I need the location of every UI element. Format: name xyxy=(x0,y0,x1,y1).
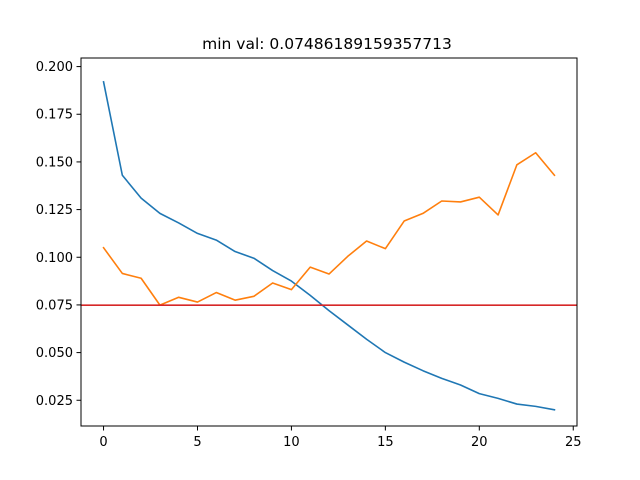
x-tick-label: 25 xyxy=(565,435,582,450)
x-tick-label: 20 xyxy=(471,435,488,450)
axes-frame xyxy=(80,57,578,427)
y-tick-label: 0.200 xyxy=(36,60,73,75)
chart-title: min val: 0.07486189159357713 xyxy=(202,35,452,53)
plot-area: 0 5 10 15 20 25 0.025 0.050 0.075 0.100 0.125 0.150… xyxy=(36,57,582,450)
y-tick-label: 0.175 xyxy=(36,108,73,123)
x-tick-label: 0 xyxy=(99,435,107,450)
x-tick-label: 10 xyxy=(283,435,300,450)
series-line-1 xyxy=(102,80,556,411)
y-tick-label: 0.150 xyxy=(36,155,73,170)
y-tick-label: 0.075 xyxy=(36,298,73,313)
x-tick-label: 15 xyxy=(377,435,394,450)
y-tick-label: 0.100 xyxy=(36,251,73,266)
y-tick-label: 0.050 xyxy=(36,346,73,361)
y-tick-label: 0.025 xyxy=(36,394,73,409)
y-tick-label: 0.125 xyxy=(36,203,73,218)
x-tick-label: 5 xyxy=(193,435,201,450)
series-line-2 xyxy=(102,151,556,306)
